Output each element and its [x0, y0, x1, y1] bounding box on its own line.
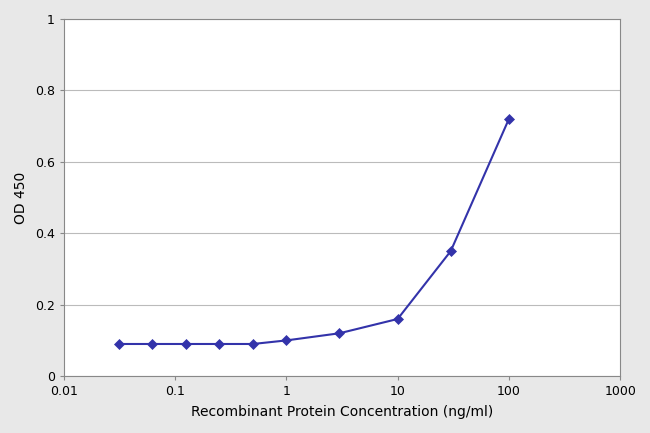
- X-axis label: Recombinant Protein Concentration (ng/ml): Recombinant Protein Concentration (ng/ml…: [191, 405, 493, 419]
- Y-axis label: OD 450: OD 450: [14, 171, 28, 223]
